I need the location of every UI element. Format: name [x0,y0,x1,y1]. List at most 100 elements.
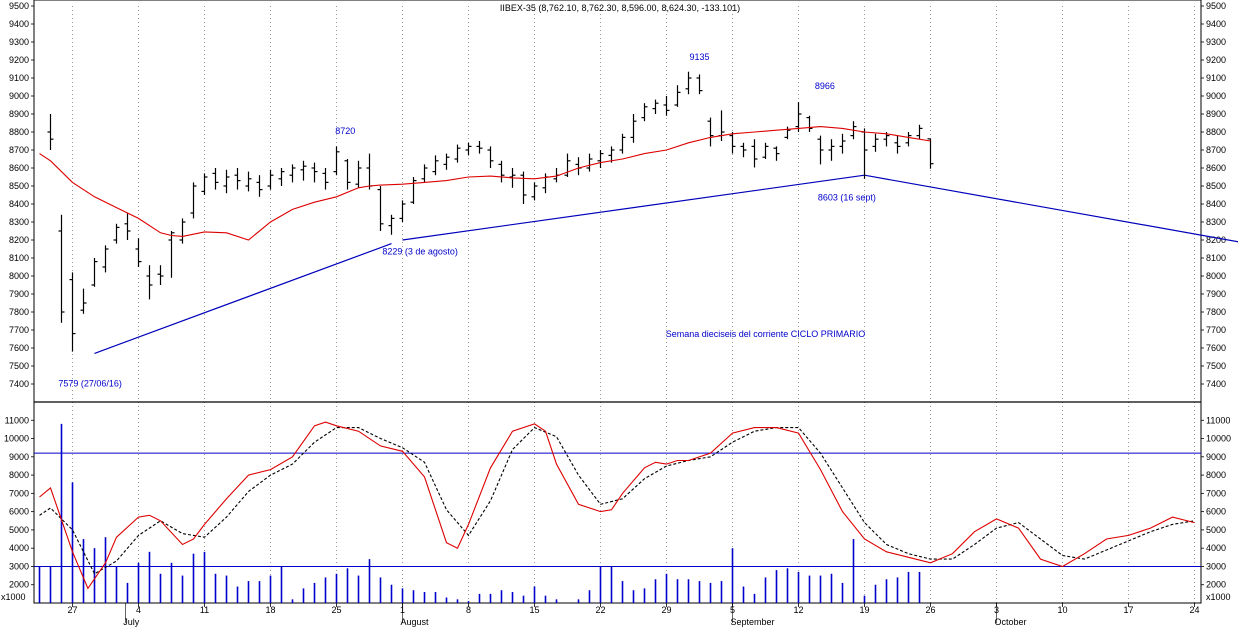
ohlc-bar [751,139,758,168]
indicator-tick-label-right: 10000 [1206,434,1231,444]
price-tick-label-left: 7900 [9,289,29,299]
ohlc-bar [707,117,714,147]
month-label: October [995,617,1027,627]
x-tick-label: 27 [67,605,77,615]
chart-title: IIBEX-35 (8,762.10, 8,762.30, 8,596.00, … [500,3,740,13]
annotation-label: 8720 [335,126,355,136]
ohlc-bar [300,160,307,181]
annotation-label: 7579 (27/06/16) [58,379,122,389]
ohlc-bar [377,186,384,231]
price-tick-label-left: 9200 [9,55,29,65]
price-axis: 7400 7400 7500 7500 7600 7600 7700 7700 7800 7800… [9,1,1226,389]
trendlines [94,174,1238,354]
ohlc-bar [267,169,274,190]
indicator-tick-label-left: 8000 [9,470,29,480]
indicator-tick-label-right: 7000 [1206,488,1226,498]
x-tick-label: 10 [1057,605,1067,615]
ohlc-bar [883,132,890,147]
price-tick-label-right: 8100 [1206,253,1226,263]
ohlc-bar [630,114,637,143]
price-tick-label-right: 8700 [1206,145,1226,155]
price-tick-label-left: 9500 [9,1,29,11]
x-tick-label: 29 [661,605,671,615]
price-tick-label-right: 9400 [1206,19,1226,29]
ohlc-bar [905,132,912,147]
price-bars [47,71,934,352]
ohlc-bar [531,182,538,201]
ohlc-bar [124,213,131,240]
x-tick-label: 15 [529,605,539,615]
ohlc-bar [311,162,318,183]
x-tick-label: 4 [136,605,141,615]
indicator-unit-label-right: x1000 [1206,592,1231,602]
price-tick-label-left: 7500 [9,361,29,371]
ohlc-bar [828,139,835,161]
x-tick-label: 24 [1189,605,1199,615]
indicator-tick-label-right: 3000 [1206,561,1226,571]
ohlc-bar [69,272,76,352]
indicator-tick-label-left: 2000 [9,580,29,590]
price-tick-label-left: 7700 [9,325,29,335]
indicator-tick-label-left: 4000 [9,543,29,553]
ohlc-bar [388,214,395,235]
price-tick-label-right: 9300 [1206,37,1226,47]
annotation-label: 8966 [815,81,835,91]
price-tick-label-left: 8300 [9,217,29,227]
ohlc-bar [619,133,626,154]
ohlc-bar [597,150,604,168]
ohlc-bar [278,168,285,186]
price-tick-label-left: 8500 [9,181,29,191]
x-tick-label: 25 [331,605,341,615]
ohlc-bar [927,138,934,169]
ohlc-bar [839,133,846,154]
ohlc-bar [399,200,406,222]
ohlc-bar [894,135,901,154]
ohlc-bar [586,153,593,172]
ohlc-bar [245,171,252,192]
price-tick-label-right: 7900 [1206,289,1226,299]
price-tick-label-right: 7700 [1206,325,1226,335]
price-tick-label-left: 8400 [9,199,29,209]
ohlc-bar [685,71,692,95]
price-tick-label-right: 9100 [1206,73,1226,83]
x-tick-label: 11 [200,605,209,615]
price-tick-label-right: 8800 [1206,127,1226,137]
price-tick-label-right: 8000 [1206,271,1226,281]
indicator-tick-label-left: 7000 [9,488,29,498]
indicator-tick-label-left: 9000 [9,452,29,462]
ohlc-bar [916,124,923,140]
ohlc-bar [333,146,340,176]
ohlc-bar [465,142,472,156]
price-tick-label-right: 9000 [1206,91,1226,101]
trendline [402,174,865,241]
price-tick-label-left: 8700 [9,145,29,155]
price-tick-label-left: 8800 [9,127,29,137]
price-tick-label-right: 7600 [1206,343,1226,353]
ohlc-bar [344,159,351,190]
ohlc-bar [157,265,164,285]
ohlc-bar [476,141,483,154]
annotation-label: 8229 (3 de agosto) [382,246,458,256]
indicator-unit-label-left: x1000 [1,592,26,602]
ohlc-bar [784,126,791,140]
ohlc-bar [674,85,681,107]
ohlc-bar [729,132,736,154]
ohlc-bar [641,103,648,122]
price-tick-label-right: 7500 [1206,361,1226,371]
price-tick-label-right: 8400 [1206,199,1226,209]
price-tick-label-left: 9100 [9,73,29,83]
price-tick-label-right: 7400 [1206,379,1226,389]
ohlc-bar [696,74,703,95]
ohlc-bar [564,153,571,177]
month-label: September [731,617,775,627]
x-tick-label: 22 [595,605,605,615]
oscillator-main-line [39,421,1195,590]
ohlc-bar [58,214,65,323]
indicator-tick-label-right: 4000 [1206,543,1226,553]
price-tick-label-left: 7400 [9,379,29,389]
ohlc-bar [102,245,109,273]
indicator-tick-label-right: 8000 [1206,470,1226,480]
ohlc-bar [223,169,230,194]
